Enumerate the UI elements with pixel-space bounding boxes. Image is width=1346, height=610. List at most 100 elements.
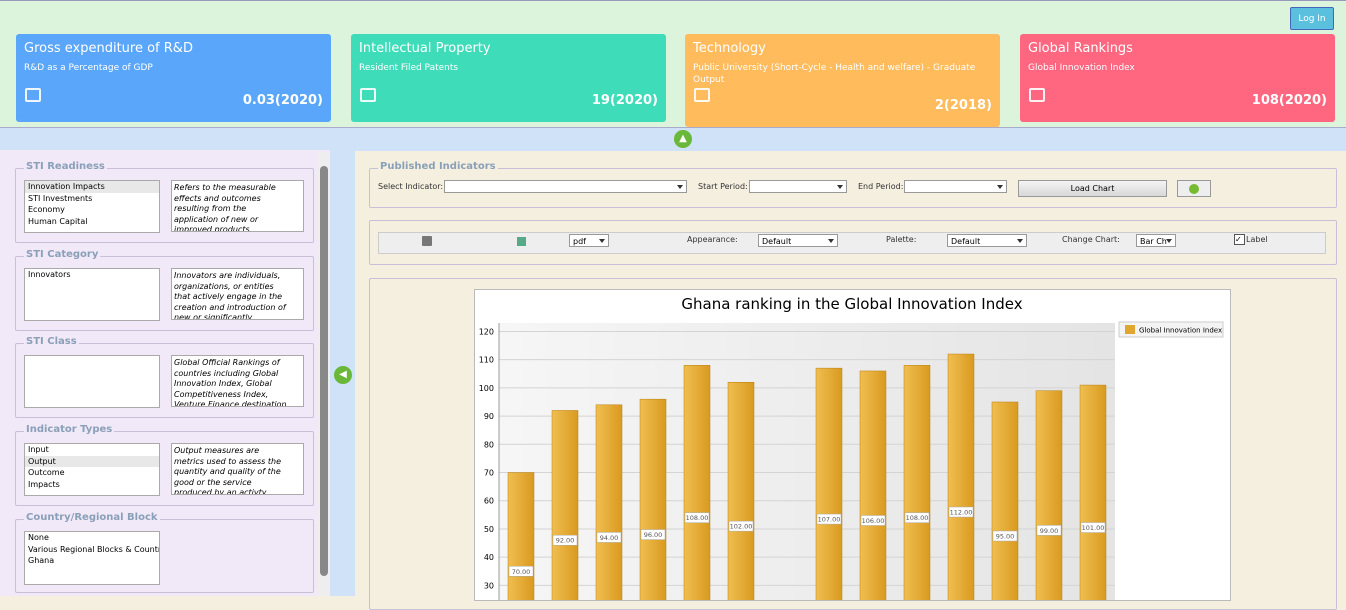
- y-tick-label: 70: [484, 469, 494, 478]
- chart-type-select[interactable]: Bar Ch: [1136, 234, 1176, 247]
- value-label: 108.00: [906, 514, 929, 522]
- bar: [507, 472, 535, 600]
- value-label-box: [552, 534, 578, 546]
- value-label-box: [1080, 522, 1106, 533]
- list-item[interactable]: Input: [28, 445, 49, 454]
- format-select[interactable]: pdf: [569, 234, 609, 247]
- value-label: 101.00: [1082, 524, 1105, 532]
- label-checkbox[interactable]: ✓: [1234, 234, 1245, 245]
- list-item[interactable]: Outcome: [28, 468, 65, 477]
- start-select[interactable]: [749, 180, 847, 193]
- bar: [859, 370, 887, 600]
- collapse-button[interactable]: ▲: [674, 130, 692, 148]
- info-card: Global Rankings Global Innovation Index 10…: [1020, 34, 1335, 122]
- filter-section: STI Class Global Official Rankings of cou…: [15, 336, 314, 418]
- value-label-box: [596, 532, 622, 543]
- value-label: 94.00: [600, 534, 619, 542]
- value-label-box: [992, 530, 1018, 542]
- list-item[interactable]: Output: [25, 455, 159, 467]
- description: Refers to the measurable effects and out…: [171, 180, 304, 232]
- login-button[interactable]: Log In: [1290, 7, 1334, 30]
- refresh-button[interactable]: [1177, 180, 1211, 197]
- card-value: 19(2020): [591, 93, 658, 108]
- value-label-box: [904, 512, 930, 523]
- filter-section: STI Category Innovators Innovators are ind…: [15, 249, 314, 331]
- card-icon: [360, 88, 376, 102]
- bar: [1079, 384, 1107, 600]
- chart: Ghana ranking in the Global Innovation I…: [474, 289, 1231, 601]
- value-label: 102.00: [730, 523, 753, 531]
- info-card: Technology Public University (Short-Cycle…: [685, 34, 1000, 127]
- card-value: 2(2018): [934, 98, 992, 113]
- section-title: Indicator Types: [24, 424, 115, 435]
- y-tick-label: 80: [484, 440, 494, 449]
- legend-swatch: [1125, 325, 1135, 334]
- list-item[interactable]: Innovators: [28, 270, 71, 279]
- card-icon: [1029, 88, 1045, 102]
- label: Start Period:: [698, 182, 748, 191]
- print-icon[interactable]: [422, 236, 432, 246]
- card-subtitle: Public University (Short-Cycle - Health …: [693, 63, 976, 85]
- plot-area: [499, 323, 1115, 600]
- bar: [1035, 390, 1063, 600]
- load-chart-button[interactable]: Load Chart: [1018, 180, 1167, 197]
- value-label: 108.00: [686, 514, 709, 522]
- bar: [991, 401, 1019, 600]
- list-item[interactable]: Ghana: [28, 556, 55, 565]
- bar: [551, 410, 579, 600]
- value-label-box: [640, 529, 666, 540]
- bar: [947, 353, 975, 600]
- card-title: Intellectual Property: [359, 41, 491, 56]
- bar: [595, 404, 623, 600]
- value-label: 99.00: [1040, 527, 1059, 535]
- list-box[interactable]: Input Output Outcome Impacts: [24, 443, 160, 496]
- y-tick-label: 100: [479, 384, 494, 393]
- card-title: Technology: [693, 41, 766, 56]
- end-select[interactable]: [904, 180, 1007, 193]
- card-subtitle: Global Innovation Index: [1028, 63, 1135, 73]
- list-box[interactable]: [24, 355, 160, 408]
- value-label: 96.00: [644, 531, 663, 539]
- list-item[interactable]: Various Regional Blocks & Countries: [28, 544, 160, 554]
- bar: [903, 365, 931, 600]
- palette-select[interactable]: Default: [947, 234, 1027, 247]
- appearance-select[interactable]: Default: [758, 234, 838, 247]
- card-icon: [694, 88, 710, 102]
- section-title: STI Class: [24, 336, 79, 347]
- value-label-box: [860, 515, 886, 526]
- export-icon[interactable]: [517, 237, 526, 246]
- label: Appearance:: [687, 235, 738, 244]
- collapse-sidebar[interactable]: ◀: [334, 366, 352, 384]
- value-label-box: [508, 566, 534, 577]
- card-icon: [25, 88, 41, 102]
- section-title: Country/Regional Block: [24, 512, 160, 523]
- value-label: 112.00: [950, 509, 973, 517]
- indicator-select[interactable]: [444, 180, 687, 193]
- card-title: Gross expenditure of R&D: [24, 41, 193, 56]
- label: Change Chart:: [1062, 235, 1120, 244]
- list-item[interactable]: Economy: [28, 205, 65, 214]
- list-item[interactable]: Human Capital: [28, 216, 88, 226]
- section-title: STI Category: [24, 249, 101, 260]
- card-value: 0.03(2020): [242, 93, 323, 108]
- description: Global Official Rankings of countries in…: [171, 355, 304, 407]
- value-label-box: [816, 513, 842, 525]
- scrollbar[interactable]: [318, 152, 330, 596]
- list-item[interactable]: Impacts: [28, 479, 60, 489]
- list-item[interactable]: Innovation Impacts: [25, 181, 159, 193]
- value-label: 107.00: [818, 516, 841, 524]
- value-label-box: [1036, 525, 1062, 536]
- legend-box: [1118, 321, 1224, 338]
- y-tick-label: 90: [484, 412, 494, 421]
- label: End Period:: [858, 182, 904, 191]
- value-label: 95.00: [996, 532, 1015, 540]
- card-value: 108(2020): [1251, 93, 1327, 108]
- list-item[interactable]: None: [28, 533, 49, 542]
- list-box[interactable]: Innovators: [24, 268, 160, 321]
- collapse-bar: [0, 127, 1346, 151]
- list-item[interactable]: STI Investments: [28, 193, 93, 203]
- y-tick-label: 60: [484, 497, 494, 506]
- list-box[interactable]: Innovation Impacts STI Investments Economy…: [24, 180, 160, 233]
- list-box[interactable]: None Various Regional Blocks & Countries G…: [24, 531, 160, 585]
